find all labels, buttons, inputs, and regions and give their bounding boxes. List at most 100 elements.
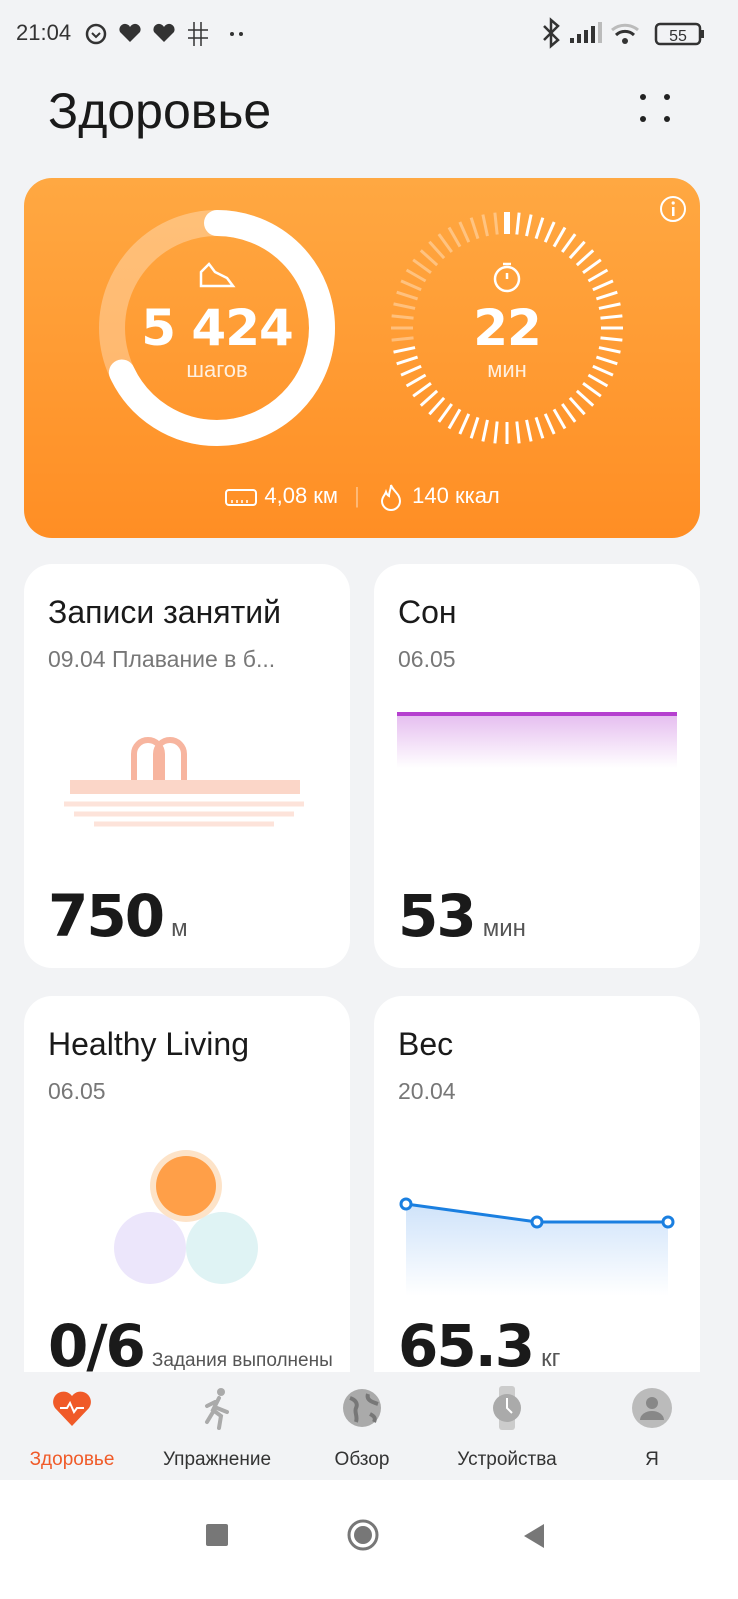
nav-label: Я: [645, 1449, 659, 1470]
weight-point: [661, 1215, 675, 1229]
heart-rate-icon: [119, 23, 141, 42]
minutes-tick: [393, 346, 416, 354]
minutes-tick: [428, 396, 446, 416]
card-value: 0/6: [48, 1312, 146, 1372]
card-value: 53: [398, 882, 477, 950]
minutes-tick: [428, 240, 446, 260]
minutes-tick: [595, 355, 618, 366]
distance-icon: [225, 489, 258, 506]
svg-text:55: 55: [669, 28, 687, 45]
flame-icon: [381, 484, 402, 511]
system-nav-bar: [0, 1480, 738, 1599]
minutes-tick: [543, 413, 556, 435]
minutes-tick: [469, 416, 480, 439]
healthy-living-card[interactable]: Healthy Living 06.05 0/6 Задания выполнен…: [24, 996, 350, 1372]
pool-illustration: [64, 737, 304, 827]
minutes-tick: [600, 336, 623, 342]
minutes-tick: [534, 217, 545, 240]
activity-rings: [99, 210, 623, 446]
minutes-tick: [525, 214, 533, 237]
minutes-tick: [552, 408, 567, 430]
card-unit: м: [171, 915, 188, 942]
minutes-tick: [592, 364, 614, 377]
minutes-tick: [552, 226, 567, 248]
steps-progress-ring: [99, 210, 335, 446]
nav-item-devices[interactable]: Устройства: [437, 1386, 577, 1471]
wifi-icon: [611, 23, 639, 44]
home-button[interactable]: [346, 1518, 380, 1552]
minutes-tick: [396, 290, 419, 301]
clock: 21:04: [16, 20, 72, 45]
minutes-tick: [587, 373, 609, 388]
globe-icon: [343, 1389, 381, 1427]
minutes-tick: [582, 382, 602, 398]
activity-summary: 4,08 км | 140 ккал: [24, 482, 700, 512]
minutes-tick: [419, 249, 439, 267]
recents-button[interactable]: [206, 1524, 228, 1546]
minutes-tick: [587, 268, 609, 283]
signal-icon: [570, 22, 602, 43]
card-title: Записи занятий: [48, 594, 281, 630]
card-unit: кг: [541, 1345, 561, 1372]
minutes-tick: [458, 413, 471, 435]
minutes-tick: [396, 355, 419, 366]
minutes-tick: [568, 240, 586, 260]
card-value: 750: [48, 882, 165, 950]
stopwatch-icon: [493, 262, 521, 293]
nav-label: Устройства: [457, 1449, 557, 1470]
nav-item-me[interactable]: Я: [582, 1386, 722, 1471]
minutes-tick: [481, 419, 489, 442]
card-title: Сон: [398, 594, 457, 630]
battery-icon: [654, 22, 702, 46]
info-icon[interactable]: [658, 194, 688, 224]
weight-chart: [399, 1197, 675, 1296]
minutes-tick: [493, 421, 499, 444]
card-title: Healthy Living: [48, 1026, 249, 1062]
status-bar: 21:04 55: [0, 0, 738, 70]
more-menu-button[interactable]: [640, 92, 676, 128]
minutes-tick: [568, 396, 586, 416]
watch-icon: [493, 1386, 521, 1430]
minutes-tick: [575, 389, 595, 407]
minutes-progress-ring: [391, 212, 623, 444]
bluetooth-icon: [543, 17, 560, 49]
nav-item-health[interactable]: Здоровье: [2, 1386, 142, 1471]
heart-icon: [53, 1391, 91, 1426]
minutes-tick: [447, 226, 462, 248]
card-subtitle: 20.04: [398, 1078, 456, 1104]
minutes-tick: [575, 249, 595, 267]
minutes-tick: [405, 373, 427, 388]
bottom-nav: Здоровье Упражнение Обзор Устройства Я: [0, 1372, 738, 1480]
card-unit: мин: [482, 915, 526, 942]
card-value: 65.3: [398, 1312, 535, 1372]
notification-icons: [85, 22, 243, 46]
card-unit: Задания выполнены: [151, 1350, 333, 1371]
sleep-chart: [397, 712, 677, 768]
minutes-tick: [400, 279, 422, 292]
minutes-tick: [534, 416, 545, 439]
minutes-tick: [582, 258, 602, 274]
nav-item-exercise[interactable]: Упражнение: [147, 1386, 287, 1471]
activity-rings-card[interactable]: 5 424 шагов 22 мин 4,08 км | 140 ккал: [24, 178, 700, 538]
minutes-tick: [437, 233, 453, 253]
weight-card[interactable]: Вес 20.04 65.3 кг: [374, 996, 700, 1372]
minutes-tick: [543, 221, 556, 243]
card-subtitle: 06.05: [398, 646, 456, 672]
minutes-value: 22: [473, 299, 542, 357]
workout-records-card[interactable]: Записи занятий 09.04 Плавание в б... 750…: [24, 564, 350, 968]
steps-unit: шагов: [186, 357, 248, 382]
distance-value: 4,08 км: [264, 482, 339, 508]
minutes-tick: [469, 217, 480, 240]
back-button[interactable]: [520, 1522, 548, 1550]
minutes-tick: [515, 212, 521, 235]
minutes-tick: [419, 389, 439, 407]
system-icons: 55: [543, 17, 704, 49]
minutes-tick: [493, 212, 499, 235]
sleep-card[interactable]: Сон 06.05 53 мин: [374, 564, 700, 968]
shoe-icon: [199, 262, 236, 288]
weight-point: [399, 1197, 413, 1211]
nav-item-discover[interactable]: Обзор: [292, 1386, 432, 1471]
minutes-tick: [458, 221, 471, 243]
minutes-tick: [592, 279, 614, 292]
minutes-tick: [481, 214, 489, 237]
